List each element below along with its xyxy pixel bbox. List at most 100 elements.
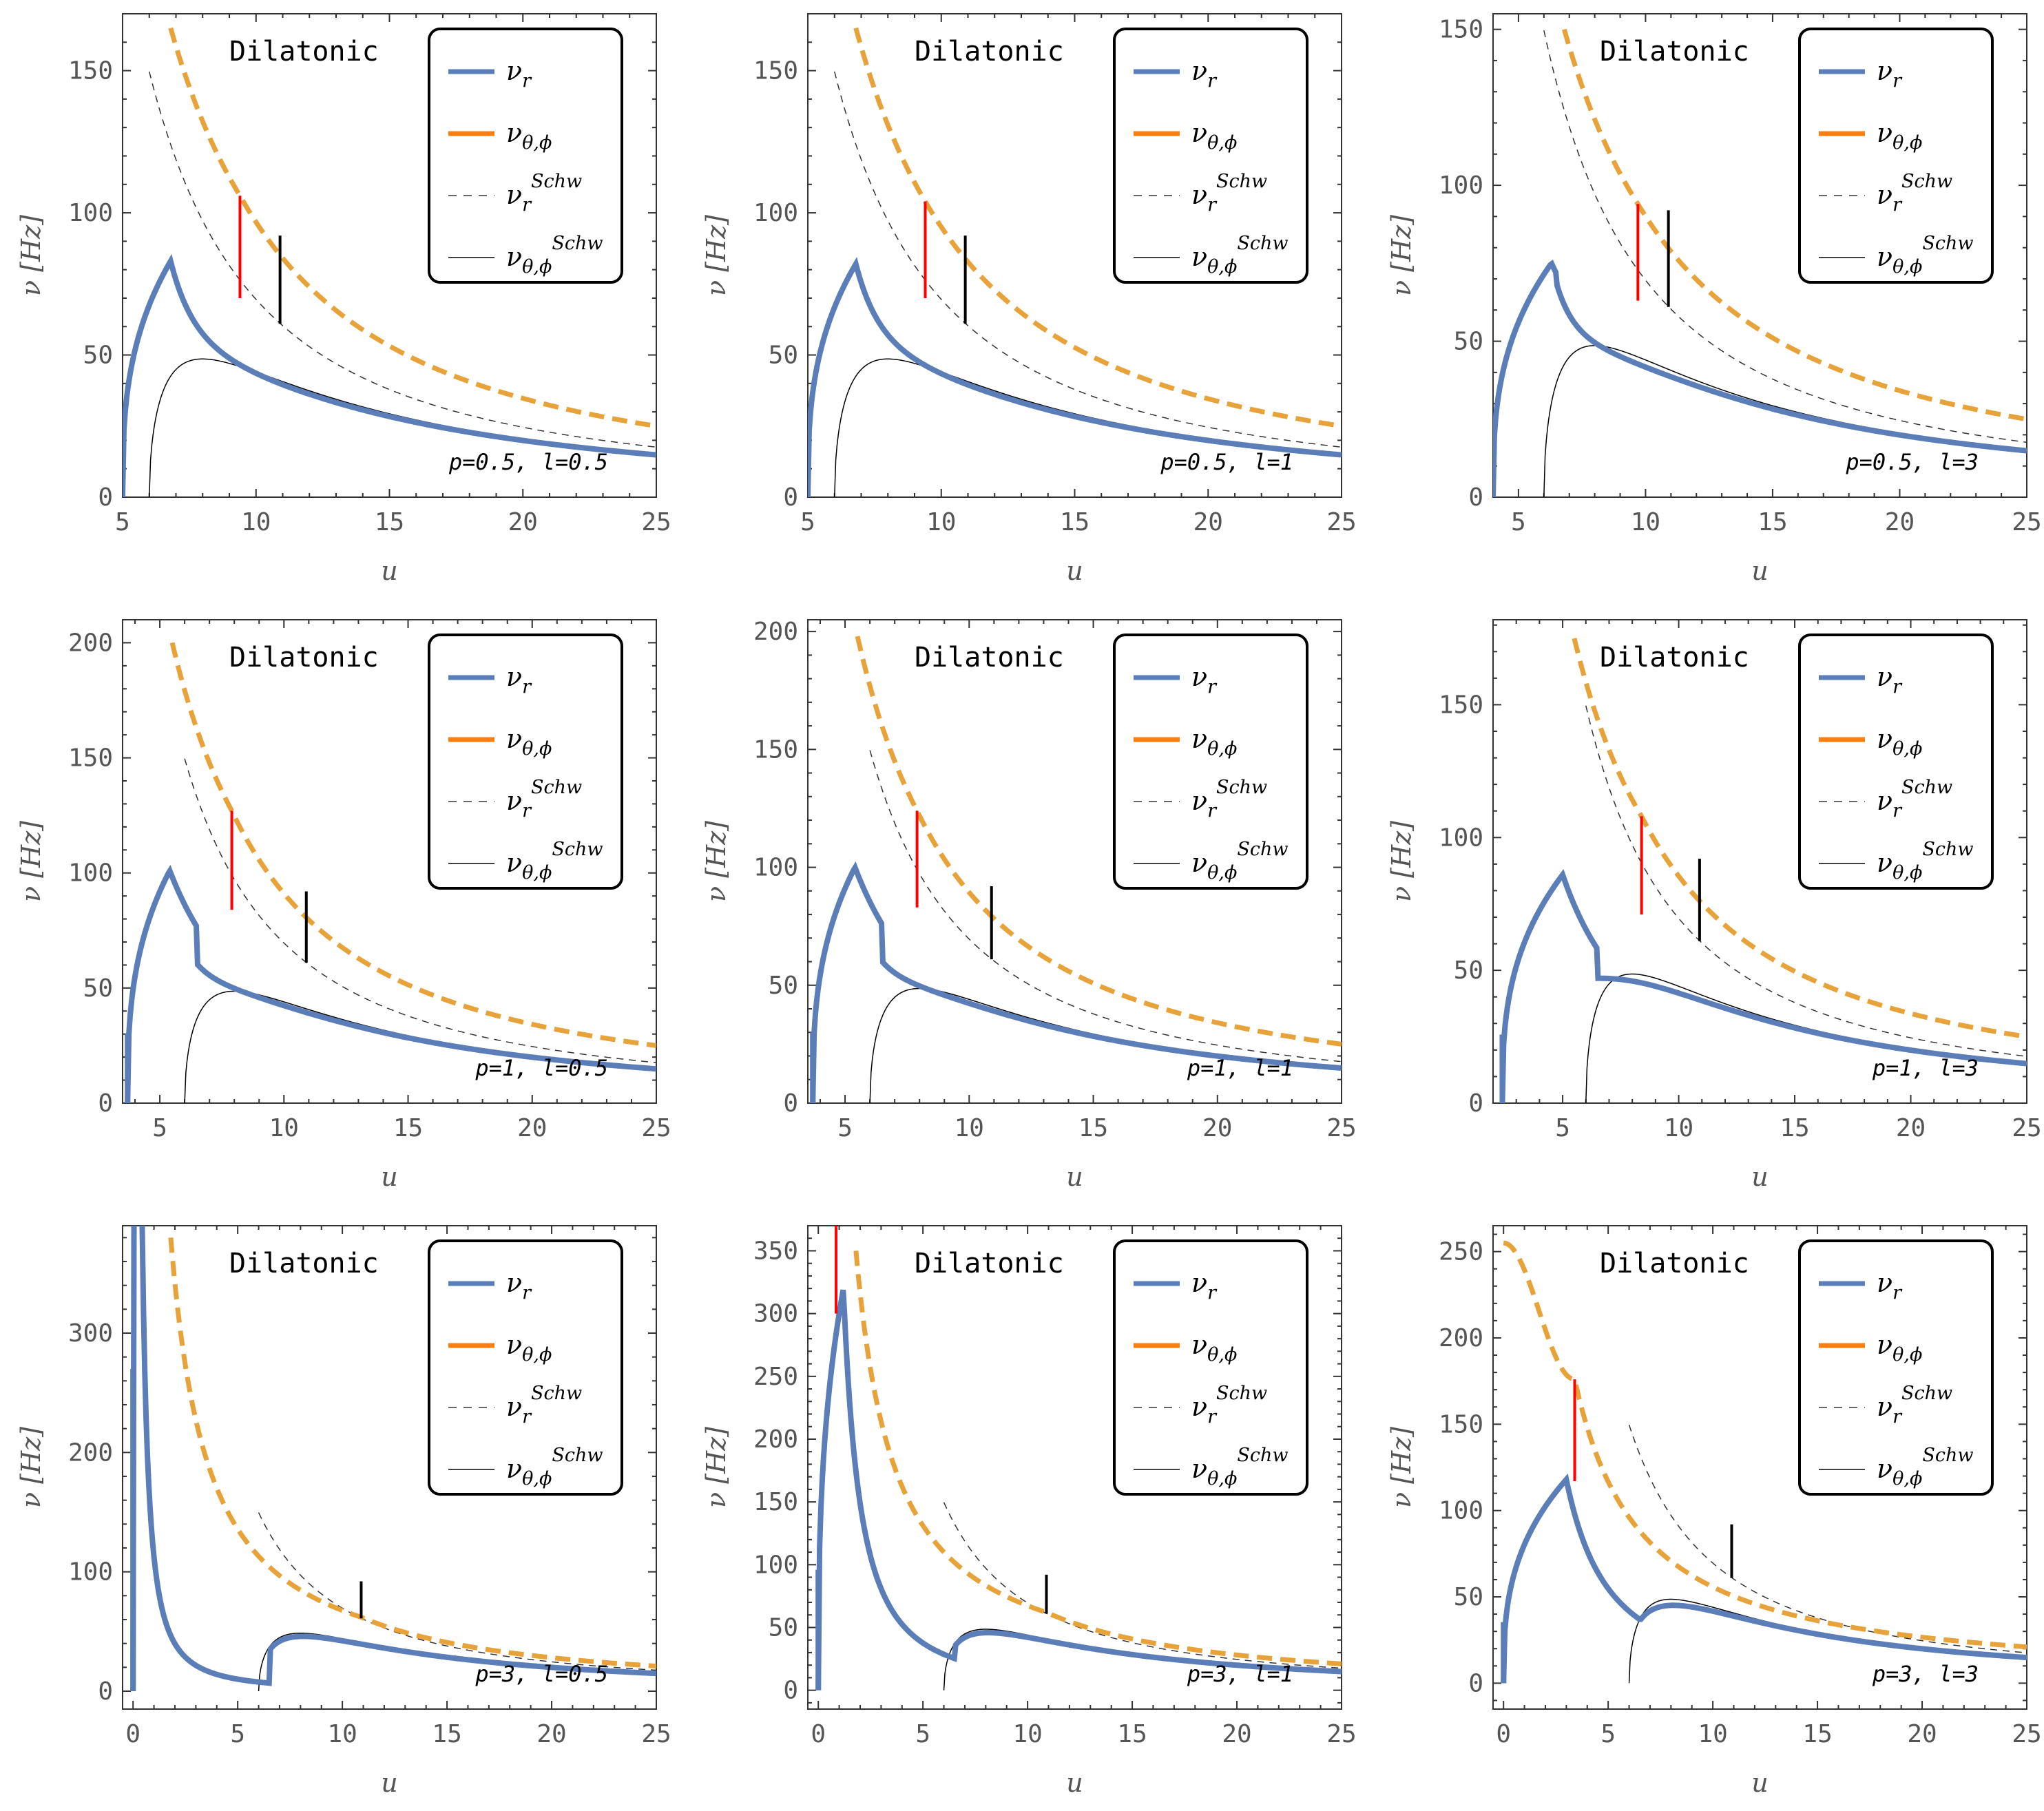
x-tick-label: 15 xyxy=(1078,1114,1108,1142)
plot-area xyxy=(1493,28,2027,497)
panel-3: 5 10 15 20 25 0 50 100 150 u ν [Hz] Dilatonic p=0.5,… xyxy=(1386,13,2042,586)
panel-params: p=1, l=0.5 xyxy=(474,1055,608,1081)
plot-frame xyxy=(807,619,1342,1104)
legend-label: νrSchw xyxy=(1191,1383,1267,1427)
x-tick-label: 5 xyxy=(152,1114,167,1142)
panel-title: Dilatonic xyxy=(1600,642,1749,673)
legend-label: νθ,ϕSchw xyxy=(1877,1445,1973,1489)
series-nu-theta-phi-schw xyxy=(943,1502,1342,1669)
x-tick-label: 0 xyxy=(125,1720,140,1748)
y-tick-label: 200 xyxy=(753,1425,798,1454)
series-nu-theta-phi-schw xyxy=(258,1512,656,1671)
legend-label: νr xyxy=(1191,662,1218,698)
series-nu-theta-phi xyxy=(1561,28,2027,422)
y-tick-label: 0 xyxy=(783,1677,798,1705)
x-tick-label: 20 xyxy=(508,508,538,536)
legend-box xyxy=(1113,634,1308,890)
y-tick-label: 100 xyxy=(68,199,113,227)
legend-label: νr xyxy=(1191,56,1218,92)
legend-label: νr xyxy=(506,662,532,698)
y-tick-label: 0 xyxy=(98,483,113,512)
x-tick-label: 20 xyxy=(1896,1114,1926,1142)
plot-area xyxy=(123,27,656,497)
panel-2: 5 10 15 20 25 0 50 100 150 u ν [Hz] Dilatonic p=0.5,… xyxy=(701,13,1357,586)
series-nu-r xyxy=(1493,260,2027,497)
y-tick-label: 200 xyxy=(753,618,798,646)
legend-box xyxy=(1113,1239,1308,1496)
y-tick-label: 100 xyxy=(753,199,798,227)
x-axis-label: u xyxy=(381,1768,397,1798)
plot-area xyxy=(1501,1240,2027,1684)
plot-frame xyxy=(1492,619,2027,1104)
panel-title: Dilatonic xyxy=(229,642,379,673)
series-nu-r-schw xyxy=(184,990,656,1103)
x-tick-label: 5 xyxy=(837,1114,853,1142)
x-tick-label: 10 xyxy=(1664,1114,1693,1142)
x-tick-label: 20 xyxy=(1885,508,1915,536)
legend-label: νθ,ϕ xyxy=(1191,724,1237,760)
x-tick-label: 25 xyxy=(2012,508,2041,536)
y-tick-label: 50 xyxy=(769,342,798,370)
x-tick-label: 20 xyxy=(1202,1114,1232,1142)
x-tick-label: 5 xyxy=(1511,508,1526,536)
panel-title: Dilatonic xyxy=(915,36,1064,67)
x-tick-label: 25 xyxy=(2012,1114,2041,1142)
series-nu-r-schw xyxy=(1585,973,2027,1103)
legend-box xyxy=(1798,28,1994,284)
x-axis-label: u xyxy=(1066,1162,1083,1192)
y-axis-label: ν [Hz] xyxy=(1386,215,1417,296)
x-tick-label: 10 xyxy=(1698,1720,1727,1748)
y-tick-label: 0 xyxy=(1468,1669,1483,1697)
x-tick-label: 10 xyxy=(926,508,956,536)
legend-label: νrSchw xyxy=(506,1383,582,1427)
legend: νr νθ,ϕ νrSchw νθ,ϕSchw xyxy=(428,28,623,284)
panel-params: p=3, l=3 xyxy=(1872,1661,1979,1687)
y-tick-label: 0 xyxy=(1468,483,1483,512)
series-nu-r xyxy=(1501,1473,2027,1684)
y-tick-label: 50 xyxy=(1454,328,1483,356)
x-tick-label: 5 xyxy=(115,508,130,536)
x-axis-label: u xyxy=(1066,556,1083,586)
x-tick-label: 15 xyxy=(375,508,404,536)
x-axis-label: u xyxy=(1066,1768,1083,1798)
x-axis-label: u xyxy=(1751,556,1768,586)
legend-label: νθ,ϕSchw xyxy=(1191,839,1288,883)
legend-label: νrSchw xyxy=(506,777,582,821)
x-tick-label: 25 xyxy=(1326,508,1356,536)
x-tick-label: 0 xyxy=(1496,1720,1511,1748)
panel-4: 5 10 15 20 25 0 50 100 150 200 u ν [Hz] Dilatonic p=1… xyxy=(16,619,671,1192)
series-nu-theta-phi-schw xyxy=(1543,30,2027,443)
plot-area xyxy=(125,642,656,1103)
panel-params: p=3, l=1 xyxy=(1187,1661,1293,1687)
y-tick-label: 150 xyxy=(1439,691,1483,719)
y-tick-label: 100 xyxy=(753,854,798,882)
series-nu-r xyxy=(815,1289,1342,1690)
x-tick-label: 10 xyxy=(955,1114,984,1142)
y-tick-label: 150 xyxy=(753,735,798,764)
panel-title: Dilatonic xyxy=(1600,36,1749,67)
y-tick-label: 0 xyxy=(98,1677,113,1706)
x-tick-label: 15 xyxy=(432,1720,461,1748)
panel-1: 5 10 15 20 25 0 50 100 150 u ν [Hz] Dilatonic p=0.5,… xyxy=(16,13,671,586)
legend-label: νrSchw xyxy=(1877,1383,1952,1427)
legend: νr νθ,ϕ νrSchw νθ,ϕSchw xyxy=(1113,28,1308,284)
legend-label: νrSchw xyxy=(506,171,582,216)
x-tick-label: 15 xyxy=(1758,508,1787,536)
x-tick-label: 25 xyxy=(2012,1720,2041,1748)
legend: νr νθ,ϕ νrSchw νθ,ϕSchw xyxy=(428,634,623,890)
panel-5: 5 10 15 20 25 0 50 100 150 200 u ν [Hz] Dilatonic p=1… xyxy=(701,618,1357,1192)
y-axis-label: ν [Hz] xyxy=(16,215,46,296)
x-tick-label: 5 xyxy=(915,1720,930,1748)
legend-label: νθ,ϕ xyxy=(506,118,552,154)
series-nu-theta-phi-schw xyxy=(1585,705,2027,1057)
legend-label: νθ,ϕSchw xyxy=(506,1445,603,1489)
y-tick-label: 200 xyxy=(68,629,113,657)
panel-params: p=3, l=0.5 xyxy=(474,1661,608,1687)
panel-6: 5 10 15 20 25 0 50 100 150 u ν [Hz] Dilatonic p=1, l… xyxy=(1386,619,2042,1192)
panel-params: p=0.5, l=3 xyxy=(1845,449,1979,475)
y-tick-label: 350 xyxy=(753,1237,798,1265)
x-tick-label: 10 xyxy=(269,1114,299,1142)
x-tick-label: 25 xyxy=(641,1114,671,1142)
y-tick-label: 150 xyxy=(68,57,113,85)
